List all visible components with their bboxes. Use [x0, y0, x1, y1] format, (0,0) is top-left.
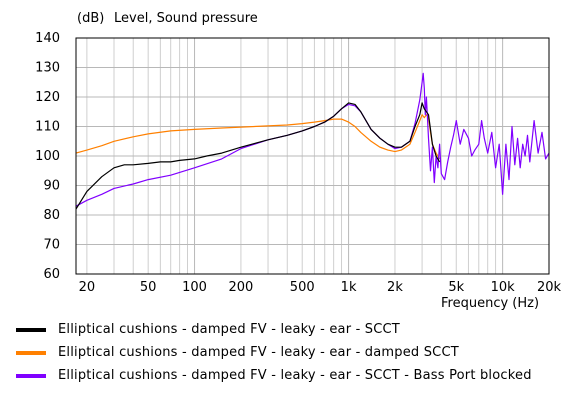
x-tick-label: 10k [491, 280, 516, 295]
x-tick-label: 200 [229, 280, 254, 295]
y-tick-label: 130 [35, 61, 60, 76]
y-tick-label: 70 [43, 238, 60, 253]
legend-swatch-black [16, 327, 46, 332]
x-tick-label: 500 [290, 280, 315, 295]
y-tick-label: 100 [35, 149, 60, 164]
legend-item-3: Elliptical cushions - damped FV - leaky … [16, 364, 532, 387]
axis-ticks: 60 70 80 90 100 110 120 130 140 20 50 100 200 500 1k 2k… [35, 31, 561, 295]
series-line-3 [75, 72, 550, 207]
x-tick-label: 50 [140, 280, 157, 295]
legend-item-2: Elliptical cushions - damped FV - leaky … [16, 341, 532, 364]
y-tick-label: 110 [35, 120, 60, 135]
x-tick-label: 20 [79, 280, 96, 295]
y-tick-label: 140 [35, 31, 60, 46]
y-unit-label: (dB) [77, 11, 104, 26]
legend-label-2: Elliptical cushions - damped FV - leaky … [58, 345, 459, 360]
series-line-2 [75, 114, 441, 160]
y-tick-label: 60 [43, 267, 60, 282]
chart-title: Level, Sound pressure [114, 11, 258, 26]
x-tick-label: 100 [182, 280, 207, 295]
x-tick-label: 1k [341, 280, 357, 295]
plot-frame [75, 37, 550, 275]
x-tick-label: 2k [387, 280, 403, 295]
legend-swatch-purple [16, 373, 46, 378]
y-tick-label: 120 [35, 90, 60, 105]
plot-area [75, 72, 550, 210]
x-tick-label: 20k [537, 280, 562, 295]
grid [76, 37, 550, 275]
legend-label-3: Elliptical cushions - damped FV - leaky … [58, 368, 532, 383]
frequency-response-chart: (dB) Level, Sound pressure 60 70 80 90 100 11… [35, 11, 561, 310]
y-tick-label: 80 [43, 208, 60, 223]
x-axis-label: Frequency (Hz) [441, 296, 539, 310]
legend-label-1: Elliptical cushions - damped FV - leaky … [58, 322, 400, 337]
legend: Elliptical cushions - damped FV - leaky … [16, 318, 532, 387]
x-tick-label: 5k [448, 280, 464, 295]
legend-item-1: Elliptical cushions - damped FV - leaky … [16, 318, 532, 341]
y-tick-label: 90 [43, 179, 60, 194]
series-line-1 [75, 102, 441, 210]
legend-swatch-orange [16, 350, 46, 355]
